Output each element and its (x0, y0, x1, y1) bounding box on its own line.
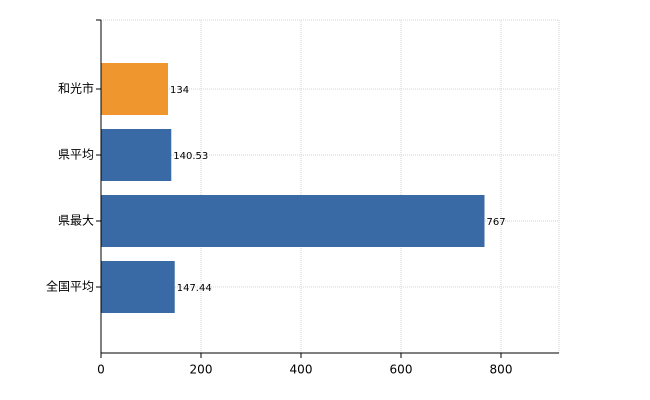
x-tick-label: 0 (97, 363, 105, 377)
bar (101, 195, 485, 247)
x-tick-label: 200 (190, 363, 213, 377)
value-label: 767 (487, 217, 506, 228)
bar (101, 63, 168, 115)
x-tick-label: 400 (290, 363, 313, 377)
value-label: 140.53 (173, 151, 208, 162)
y-tick-label: 全国平均 (46, 279, 94, 294)
x-tick-label: 800 (490, 363, 513, 377)
bar (101, 261, 175, 313)
value-label: 134 (170, 85, 189, 96)
y-tick-label: 県最大 (58, 214, 94, 228)
x-tick-label: 600 (390, 363, 413, 377)
y-tick-label: 和光市 (58, 81, 94, 96)
value-label: 147.44 (177, 283, 212, 294)
bar (101, 129, 172, 181)
y-tick-label: 県平均 (58, 148, 94, 162)
